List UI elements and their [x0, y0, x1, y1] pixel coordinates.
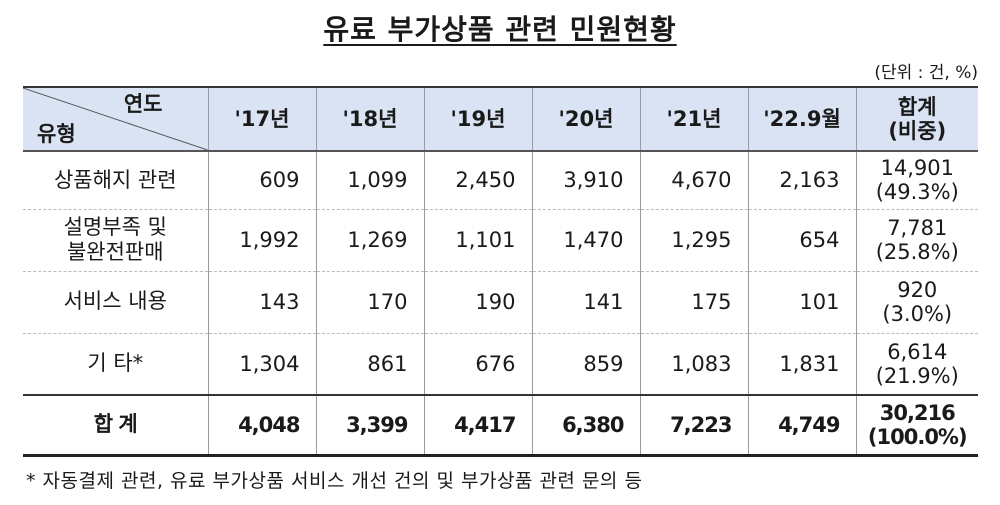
value-cell: 1,831	[747, 333, 856, 395]
unit-label: (단위 : 건, %)	[874, 63, 978, 83]
total-header-line1: 합계	[897, 94, 937, 119]
corner-type-label: 유형	[37, 121, 76, 146]
total-cell: 6,614 (21.9%)	[855, 333, 978, 395]
complaints-table: 연도 유형 '17년 '18년 '19년 '20년 '21년 '22.9월 합계…	[23, 86, 978, 457]
total-column-header: 합계 (비중)	[855, 86, 978, 152]
value-cell: 654	[747, 209, 856, 272]
sum-value-cell: 7,223	[639, 394, 748, 457]
value-cell: 170	[315, 271, 424, 334]
column-header: '21년	[639, 86, 748, 152]
value-cell: 1,099	[315, 151, 424, 210]
header-row: 연도 유형 '17년 '18년 '19년 '20년 '21년 '22.9월 합계…	[23, 86, 978, 152]
value-cell: 175	[639, 271, 748, 334]
value-cell: 609	[207, 151, 316, 210]
column-header: '18년	[315, 86, 424, 152]
share-value: (21.9%)	[875, 363, 959, 388]
value-cell: 2,450	[423, 151, 532, 210]
value-cell: 1,269	[315, 209, 424, 272]
value-cell: 3,910	[531, 151, 640, 210]
total-value: 7,781	[887, 215, 948, 240]
total-cell: 920 (3.0%)	[855, 271, 978, 334]
table-row: 기 타* 1,304 861 676 859 1,083 1,831 6,614…	[23, 333, 978, 395]
column-header: '20년	[531, 86, 640, 152]
share-value: (3.0%)	[882, 302, 953, 326]
sum-value-cell: 3,399	[315, 394, 424, 457]
value-cell: 141	[531, 271, 640, 334]
value-cell: 1,083	[639, 333, 748, 395]
grand-share-value: (100.0%)	[867, 424, 968, 449]
diagonal-line-icon	[23, 88, 208, 150]
corner-year-label: 연도	[123, 92, 163, 116]
sum-value-cell: 4,749	[747, 394, 856, 457]
footnote: * 자동결제 관련, 유료 부가상품 서비스 개선 건의 및 부가상품 관련 문…	[26, 470, 643, 492]
row-label: 기 타*	[87, 351, 144, 376]
value-cell: 143	[207, 271, 316, 334]
value-cell: 2,163	[747, 151, 856, 210]
column-header: '17년	[207, 86, 316, 152]
sum-value-cell: 4,417	[423, 394, 532, 457]
sum-value-cell: 6,380	[531, 394, 640, 457]
column-header: '19년	[423, 86, 532, 152]
column-header: '22.9월	[747, 86, 856, 152]
value-cell: 1,101	[423, 209, 532, 272]
grand-total-cell: 30,216 (100.0%)	[855, 394, 978, 457]
value-cell: 676	[423, 333, 532, 395]
value-cell: 861	[315, 333, 424, 395]
share-value: (25.8%)	[875, 240, 959, 264]
sum-value-cell: 4,048	[207, 394, 316, 457]
total-cell: 7,781 (25.8%)	[855, 209, 978, 272]
row-label: 상품해지 관련	[23, 151, 208, 210]
total-value: 6,614	[887, 339, 948, 364]
total-value: 920	[897, 277, 938, 302]
value-cell: 190	[423, 271, 532, 334]
row-label-line: 설명부족 및	[63, 214, 167, 239]
value-cell: 101	[747, 271, 856, 334]
sum-label: 합 계	[23, 394, 208, 457]
value-cell: 1,304	[207, 333, 316, 395]
row-label: 설명부족 및 불완전판매	[23, 209, 208, 272]
corner-header-cell: 연도 유형	[23, 86, 208, 152]
share-value: (49.3%)	[875, 180, 959, 205]
total-header-line2: (비중)	[888, 119, 947, 143]
title-text: 유료 부가상품 관련 민원현황	[323, 13, 677, 46]
table-row: 서비스 내용 143 170 190 141 175 101 920 (3.0%)	[23, 271, 978, 334]
value-cell: 1,992	[207, 209, 316, 272]
row-label-line: 불완전판매	[66, 240, 164, 264]
value-cell: 4,670	[639, 151, 748, 210]
value-cell: 859	[531, 333, 640, 395]
table-row: 설명부족 및 불완전판매 1,992 1,269 1,101 1,470 1,29…	[23, 209, 978, 272]
grand-total-value: 30,216	[879, 400, 956, 425]
total-cell: 14,901 (49.3%)	[855, 151, 978, 210]
row-label: 서비스 내용	[23, 271, 208, 334]
total-value: 14,901	[880, 156, 954, 181]
value-cell: 1,295	[639, 209, 748, 272]
table-row: 상품해지 관련 609 1,099 2,450 3,910 4,670 2,16…	[23, 151, 978, 210]
value-cell: 1,470	[531, 209, 640, 272]
sum-row: 합 계 4,048 3,399 4,417 6,380 7,223 4,749 …	[23, 394, 978, 457]
page-title: 유료 부가상품 관련 민원현황	[0, 8, 1000, 48]
